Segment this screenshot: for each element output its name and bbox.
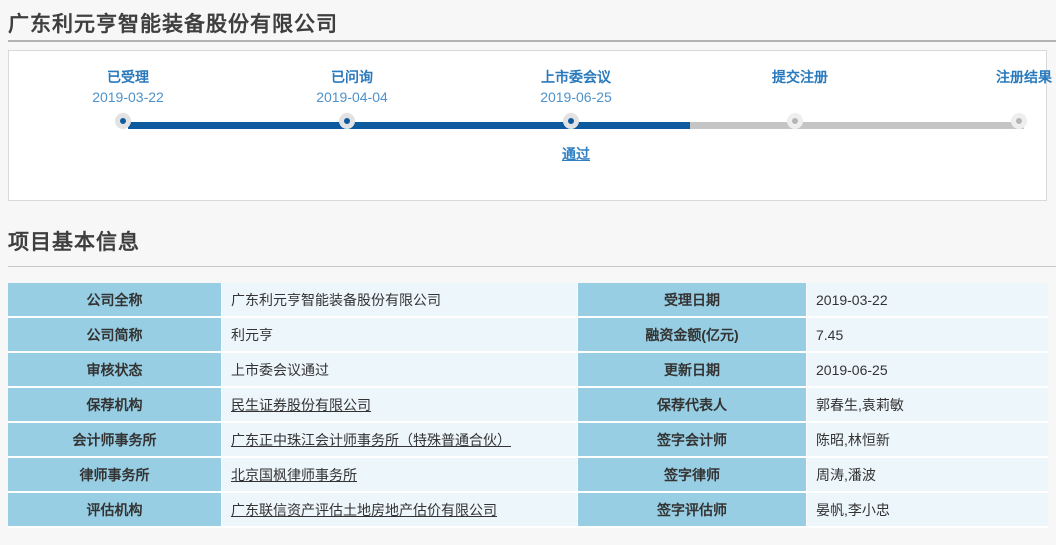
row-left-label: 律师事务所 bbox=[8, 458, 222, 493]
row-right-value: 2019-03-22 bbox=[807, 283, 1048, 318]
timeline-stage-label: 已受理 bbox=[107, 69, 149, 85]
timeline-stage-dot bbox=[787, 113, 803, 129]
row-left-value: 广东正中珠江会计师事务所（特殊普通合伙） bbox=[222, 423, 578, 458]
row-right-value: 晏帆,李小忠 bbox=[807, 493, 1048, 528]
row-left-value: 广东联信资产评估土地房地产估价有限公司 bbox=[222, 493, 578, 528]
row-left-label: 公司简称 bbox=[8, 318, 222, 353]
timeline-stage-dot bbox=[563, 113, 579, 129]
info-table: 公司全称 广东利元亨智能装备股份有限公司 受理日期 2019-03-22 公司简称 利元亨… bbox=[8, 283, 1048, 528]
timeline-progress bbox=[128, 122, 690, 129]
row-left-value: 利元亨 bbox=[222, 318, 578, 353]
row-right-value: 2019-06-25 bbox=[807, 353, 1048, 388]
row-right-value: 陈昭,林恒新 bbox=[807, 423, 1048, 458]
stage-result-link[interactable]: 通过 bbox=[562, 146, 590, 162]
timeline-stage-label: 上市委会议 bbox=[541, 69, 611, 85]
timeline-stage-dot bbox=[1011, 113, 1027, 129]
section-title: 项目基本信息 bbox=[8, 231, 140, 254]
row-left-value: 民生证券股份有限公司 bbox=[222, 388, 578, 423]
section-divider bbox=[8, 266, 1056, 267]
timeline-stage-date: 2019-06-25 bbox=[540, 89, 612, 105]
row-left-value-link[interactable]: 广东联信资产评估土地房地产估价有限公司 bbox=[231, 501, 497, 518]
timeline-stage-label: 注册结果 bbox=[996, 69, 1052, 85]
title-divider bbox=[8, 40, 1056, 42]
row-left-label: 评估机构 bbox=[8, 493, 222, 528]
row-right-label: 签字会计师 bbox=[578, 423, 807, 458]
page-title: 广东利元亨智能装备股份有限公司 bbox=[8, 13, 338, 36]
timeline-stage-date: 2019-03-22 bbox=[92, 89, 164, 105]
row-left-value: 上市委会议通过 bbox=[222, 353, 578, 388]
row-left-value-link[interactable]: 北京国枫律师事务所 bbox=[231, 466, 357, 483]
row-right-label: 签字律师 bbox=[578, 458, 807, 493]
row-right-label: 保荐代表人 bbox=[578, 388, 807, 423]
timeline-panel: 已受理 2019-03-22 已问询 2019-04-04 上市委会议 2019-06-2… bbox=[8, 50, 1052, 201]
row-left-value: 广东利元亨智能装备股份有限公司 bbox=[222, 283, 578, 318]
row-left-value-link[interactable]: 民生证券股份有限公司 bbox=[231, 396, 371, 413]
table-row: 律师事务所 北京国枫律师事务所 签字律师 周涛,潘波 bbox=[8, 458, 1048, 493]
row-right-label: 受理日期 bbox=[578, 283, 807, 318]
row-left-label: 审核状态 bbox=[8, 353, 222, 388]
table-row: 公司简称 利元亨 融资金额(亿元) 7.45 bbox=[8, 318, 1048, 353]
row-left-label: 公司全称 bbox=[8, 283, 222, 318]
row-left-label: 会计师事务所 bbox=[8, 423, 222, 458]
table-row: 评估机构 广东联信资产评估土地房地产估价有限公司 签字评估师 晏帆,李小忠 bbox=[8, 493, 1048, 528]
timeline-stage-label: 已问询 bbox=[331, 69, 373, 85]
timeline-stage-date: 2019-04-04 bbox=[316, 89, 388, 105]
table-row: 审核状态 上市委会议通过 更新日期 2019-06-25 bbox=[8, 353, 1048, 388]
row-left-value-link[interactable]: 广东正中珠江会计师事务所（特殊普通合伙） bbox=[231, 431, 511, 448]
table-row: 保荐机构 民生证券股份有限公司 保荐代表人 郭春生,袁莉敏 bbox=[8, 388, 1048, 423]
timeline-stage-dot bbox=[115, 113, 131, 129]
timeline-stage-label: 提交注册 bbox=[772, 69, 828, 85]
table-row: 会计师事务所 广东正中珠江会计师事务所（特殊普通合伙） 签字会计师 陈昭,林恒新 bbox=[8, 423, 1048, 458]
row-right-label: 更新日期 bbox=[578, 353, 807, 388]
row-right-label: 签字评估师 bbox=[578, 493, 807, 528]
timeline-stage-dot bbox=[339, 113, 355, 129]
table-row: 公司全称 广东利元亨智能装备股份有限公司 受理日期 2019-03-22 bbox=[8, 283, 1048, 318]
row-left-label: 保荐机构 bbox=[8, 388, 222, 423]
row-right-value: 周涛,潘波 bbox=[807, 458, 1048, 493]
row-right-value: 郭春生,袁莉敏 bbox=[807, 388, 1048, 423]
row-right-label: 融资金额(亿元) bbox=[578, 318, 807, 353]
row-left-value: 北京国枫律师事务所 bbox=[222, 458, 578, 493]
row-right-value: 7.45 bbox=[807, 318, 1048, 353]
